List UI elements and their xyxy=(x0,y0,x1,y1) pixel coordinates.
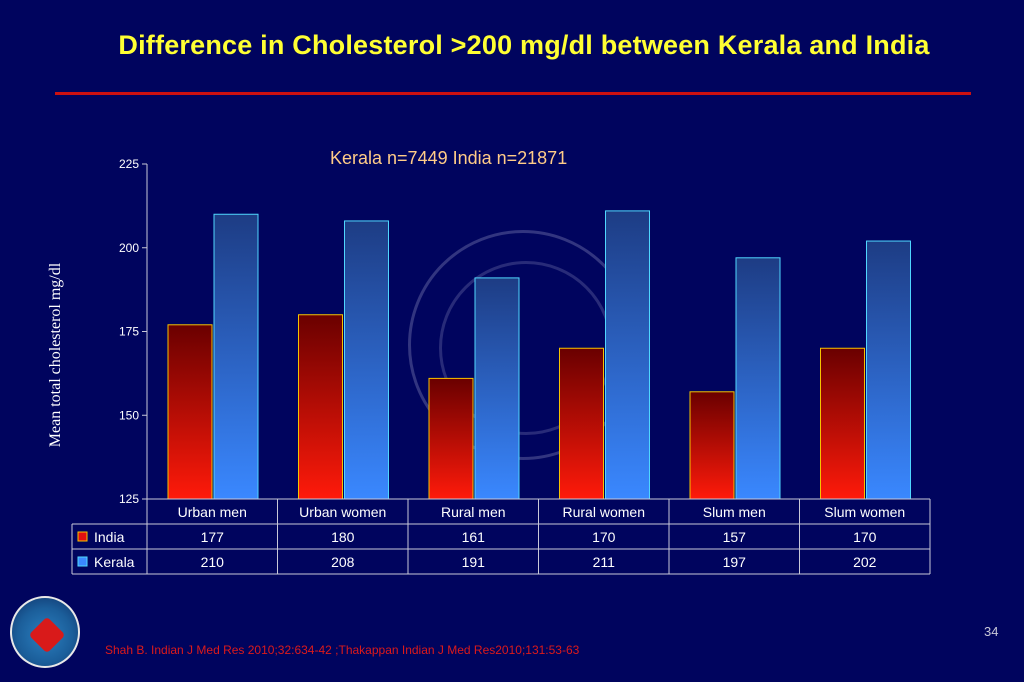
legend-label-india: India xyxy=(94,529,125,545)
data-label-india: 170 xyxy=(853,529,877,545)
y-tick-label: 175 xyxy=(119,325,139,339)
title-divider xyxy=(55,92,971,95)
page-number: 34 xyxy=(984,624,999,639)
data-label-kerala: 191 xyxy=(462,554,486,570)
bar-kerala-6 xyxy=(866,240,911,500)
x-tick-label: Urban women xyxy=(299,504,386,520)
x-tick-label: Rural men xyxy=(441,504,506,520)
data-label-kerala: 208 xyxy=(331,554,355,570)
data-label-india: 157 xyxy=(723,529,747,545)
bar-kerala-5 xyxy=(735,257,781,500)
legend-swatch-india xyxy=(77,531,88,542)
bar-kerala-1 xyxy=(213,213,259,500)
data-label-kerala: 211 xyxy=(593,554,616,570)
citation: Shah B. Indian J Med Res 2010;32:634-42 … xyxy=(105,643,580,657)
bar-india-1 xyxy=(167,324,213,500)
cadi-logo xyxy=(10,596,80,668)
data-label-kerala: 202 xyxy=(853,554,877,570)
bar-kerala-4 xyxy=(605,210,650,500)
data-label-kerala: 210 xyxy=(201,554,225,570)
slide-title: Difference in Cholesterol >200 mg/dl bet… xyxy=(118,30,930,60)
y-tick-label: 150 xyxy=(119,408,139,422)
bar-india-6 xyxy=(820,347,865,500)
bar-kerala-2 xyxy=(344,220,389,500)
y-tick-label: 125 xyxy=(119,492,139,506)
y-tick-label: 200 xyxy=(119,241,139,255)
bar-kerala-3 xyxy=(474,277,520,500)
legend-label-kerala: Kerala xyxy=(94,554,135,570)
data-label-india: 170 xyxy=(592,529,616,545)
x-tick-label: Slum men xyxy=(703,504,766,520)
y-tick-label: 225 xyxy=(119,157,139,171)
bar-india-5 xyxy=(689,391,735,500)
data-label-india: 180 xyxy=(331,529,355,545)
legend-swatch-kerala xyxy=(77,556,88,567)
bar-india-4 xyxy=(559,347,604,500)
x-tick-label: Rural women xyxy=(563,504,645,520)
bar-india-2 xyxy=(298,314,343,500)
x-tick-label: Urban men xyxy=(178,504,247,520)
data-label-india: 161 xyxy=(462,529,486,545)
bar-india-3 xyxy=(428,377,474,500)
chart-title: Kerala n=7449 India n=21871 xyxy=(330,148,568,168)
data-label-kerala: 197 xyxy=(723,554,747,570)
heart-icon xyxy=(28,616,66,654)
x-tick-label: Slum women xyxy=(824,504,905,520)
data-label-india: 177 xyxy=(201,529,225,545)
